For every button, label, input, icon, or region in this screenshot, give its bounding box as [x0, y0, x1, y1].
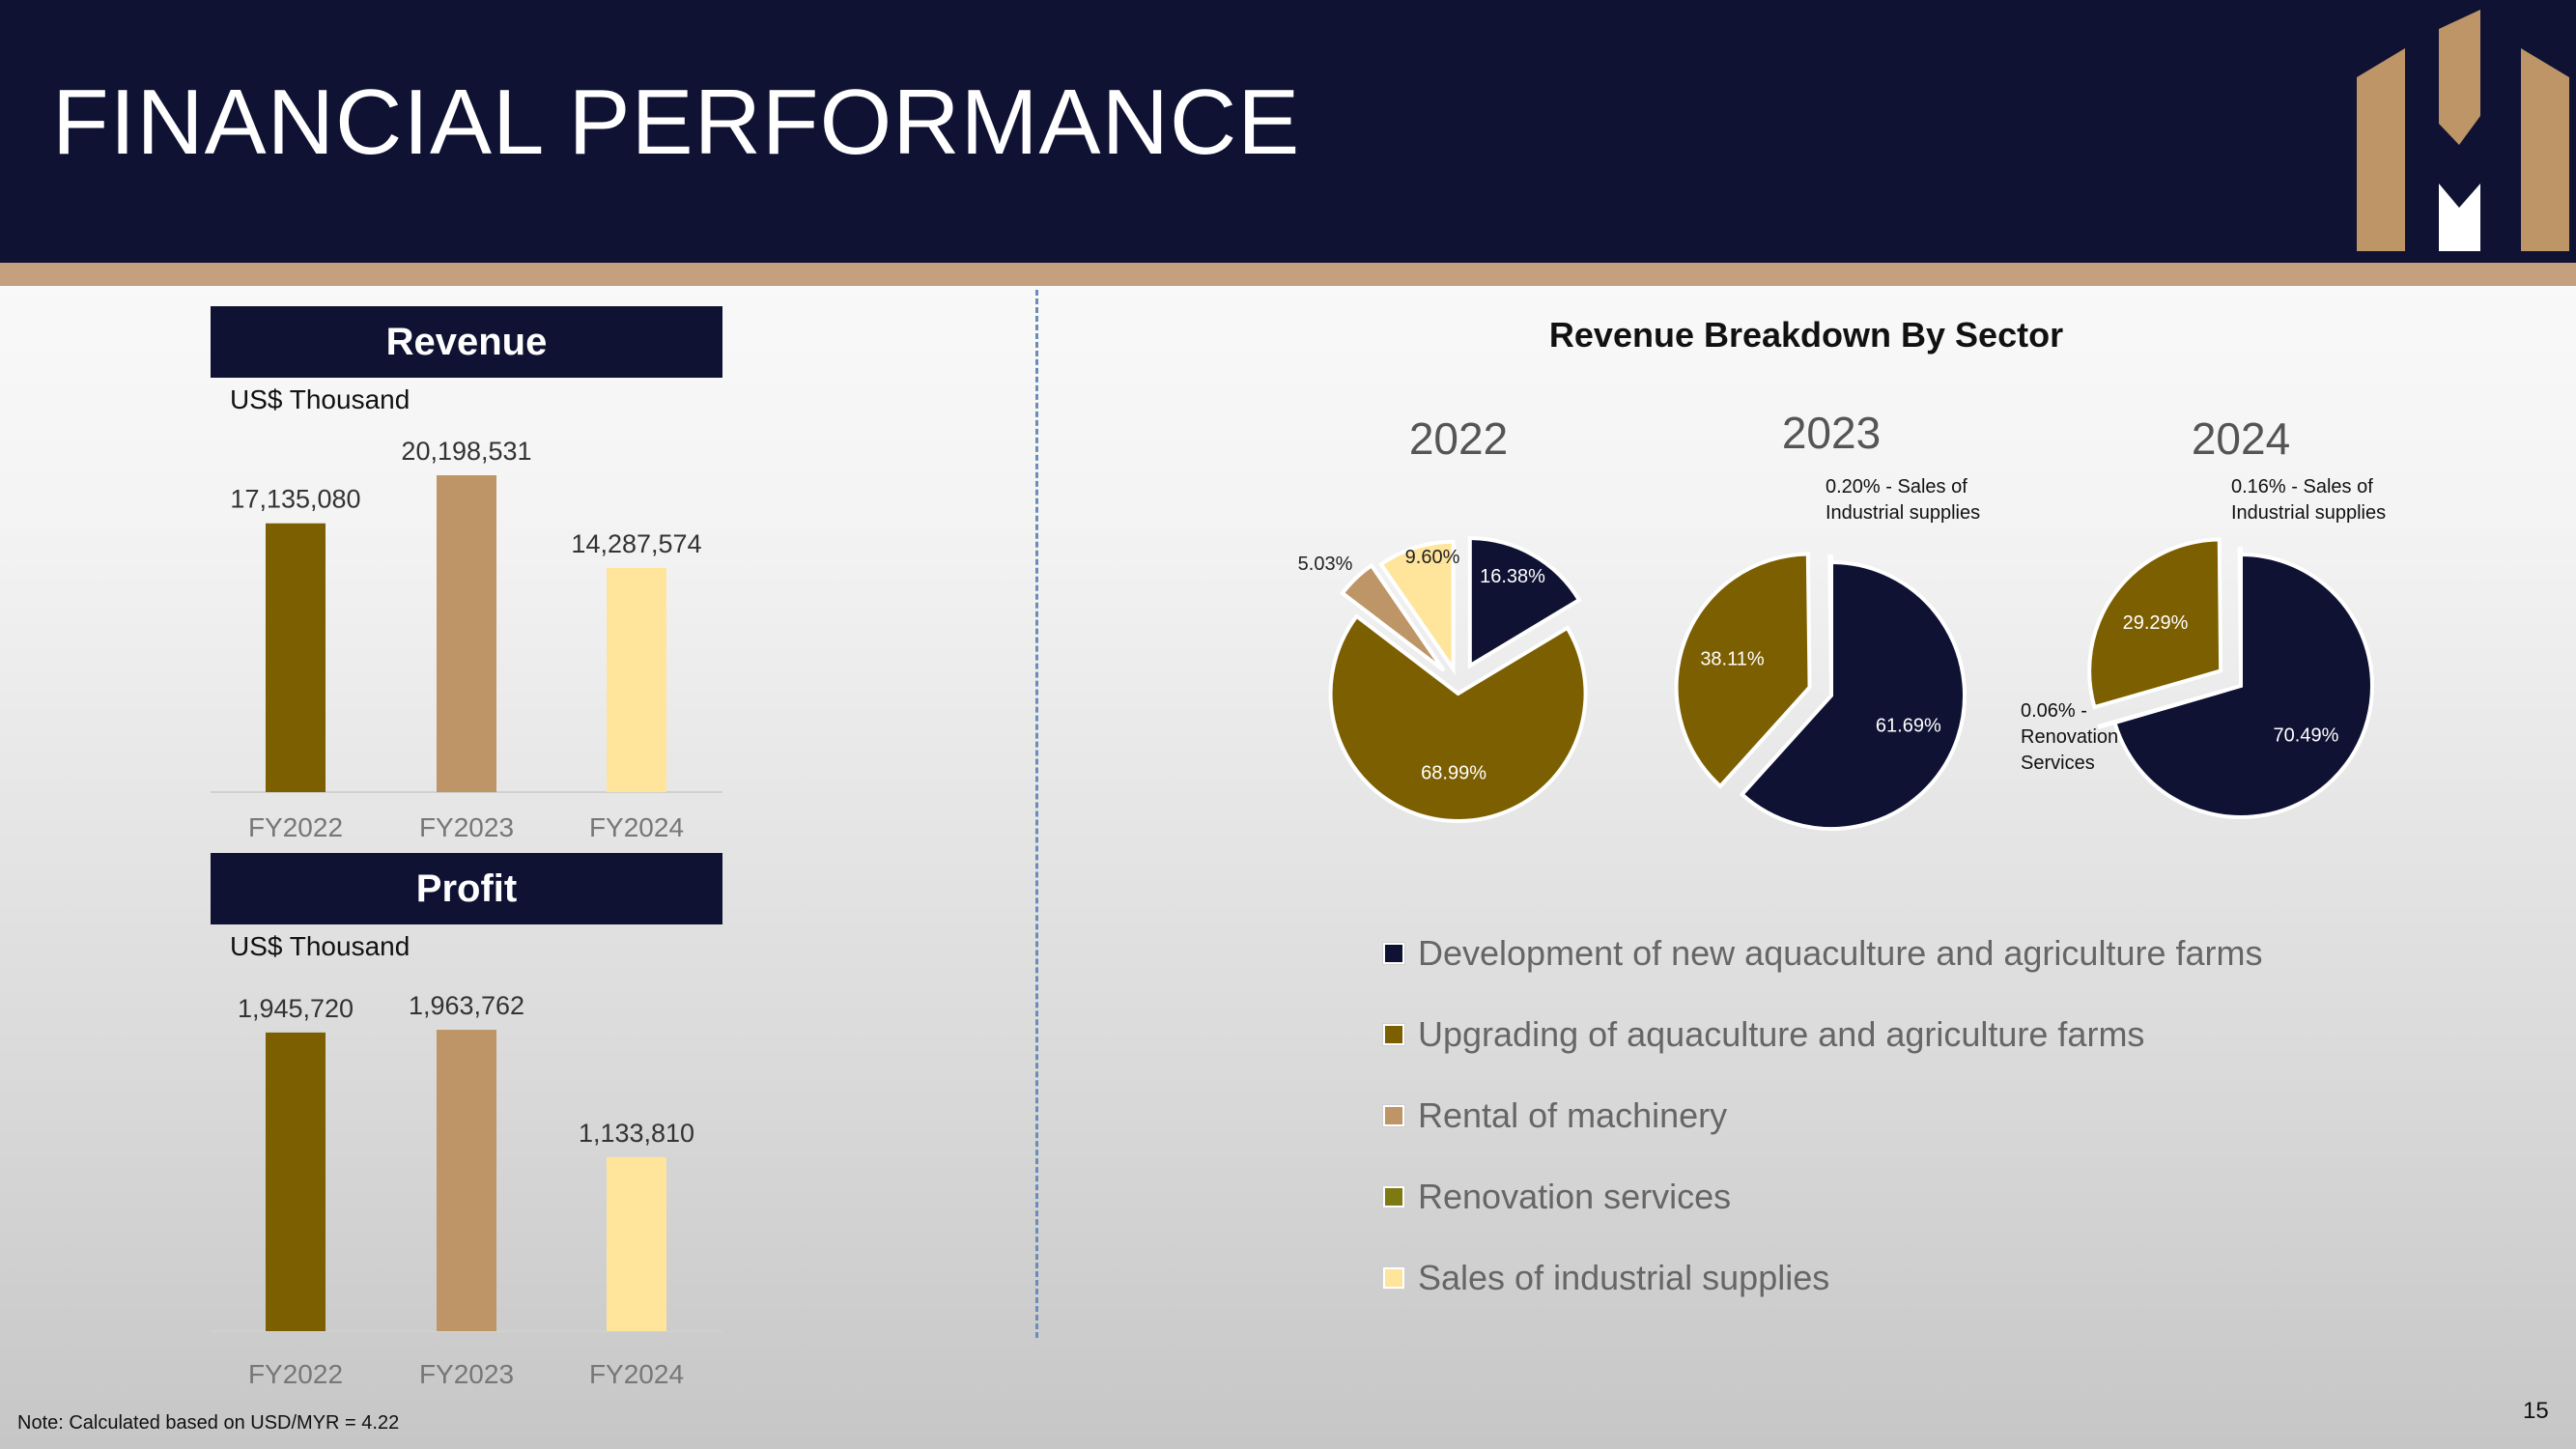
page-number: 15	[2523, 1398, 2549, 1424]
profit-data-label: 1,963,762	[409, 991, 524, 1020]
pie-2022-slice-label: 16.38%	[1480, 566, 1545, 587]
revenue-bar-chart: 17,135,080 FY2022 20,198,531 FY2023 14,287,5…	[211, 437, 722, 842]
pie-2024-slice	[2097, 688, 2227, 729]
page-title: FINANCIAL PERFORMANCE	[52, 71, 1301, 174]
pie-year-title: 2023	[1782, 408, 1881, 458]
pie-2022-slice	[1467, 536, 1582, 669]
revenue-bar-fy2024	[607, 567, 666, 792]
pie-2024-slice	[2087, 537, 2223, 710]
legend-label: Sales of industrial supplies	[1418, 1258, 1830, 1297]
profit-category-label: FY2024	[589, 1359, 684, 1389]
title-bar-accent-stripe	[0, 263, 2576, 286]
pie-2023-slice	[1674, 552, 1812, 789]
revenue-data-label: 14,287,574	[571, 529, 701, 558]
legend-label: Rental of machinery	[1418, 1095, 1728, 1135]
sector-legend: Development of new aquaculture and agric…	[1383, 913, 2262, 1319]
pie-2022-slice	[1340, 562, 1446, 672]
profit-category-label: FY2023	[419, 1359, 514, 1389]
legend-label: Renovation services	[1418, 1177, 1732, 1216]
title-bar	[0, 0, 2576, 263]
pie-2023-callout-label: 0.20% - Sales of Industrial supplies	[1826, 476, 1980, 524]
pie-2024-callout-label: 0.16% - Sales of Industrial supplies	[2231, 476, 2386, 524]
footnote: Note: Calculated based on USD/MYR = 4.22	[17, 1412, 400, 1434]
legend-label: Development of new aquaculture and agric…	[1418, 933, 2263, 973]
legend-item: Development of new aquaculture and agric…	[1383, 913, 2262, 994]
legend-label: Upgrading of aquaculture and agriculture…	[1418, 1014, 2145, 1054]
legend-item: Sales of industrial supplies	[1383, 1237, 2262, 1319]
profit-category-label: FY2022	[248, 1359, 343, 1389]
profit-bar-chart: 1,945,720 FY2022 1,963,762 FY2023 1,133,810 F…	[211, 991, 722, 1389]
pie-2023-slice	[1827, 554, 1833, 691]
pie-year-title: 2024	[2192, 413, 2290, 464]
pie-chart-title: Revenue Breakdown By Sector	[1548, 315, 2064, 355]
pie-2024-callout-label: 0.06% -Renovation Services	[2021, 700, 2118, 774]
profit-bar-fy2023	[437, 1030, 496, 1331]
revenue-header: Revenue	[211, 306, 722, 378]
pie-2024-slice-label: 29.29%	[2123, 612, 2189, 634]
revenue-category-label: FY2023	[419, 812, 514, 842]
pie-2022-slice	[1377, 539, 1456, 676]
profit-header: Profit	[211, 853, 722, 924]
pie-2023-slice	[1739, 559, 1967, 831]
pie-2024-slice	[2237, 546, 2243, 681]
legend-swatch	[1383, 1024, 1404, 1045]
pie-2023-slice-label: 38.11%	[1700, 648, 1765, 669]
revenue-data-label: 20,198,531	[401, 437, 531, 466]
revenue-data-label: 17,135,080	[230, 485, 360, 514]
pie-2022-slice-label: 5.03%	[1298, 554, 1353, 575]
pie-2022-slice-label: 68.99%	[1421, 763, 1486, 784]
profit-data-label: 1,133,810	[579, 1119, 694, 1148]
legend-item: Rental of machinery	[1383, 1075, 2262, 1156]
revenue-category-label: FY2024	[589, 812, 684, 842]
panel-divider	[1035, 290, 1038, 1338]
revenue-unit-label: US$ Thousand	[230, 384, 410, 414]
revenue-breakdown-pies: 2022 16.38% 68.99% 5.03% 9.60% 2023 61.69% 38.1…	[1298, 408, 2386, 831]
pie-year-title: 2022	[1409, 413, 1508, 464]
legend-swatch	[1383, 1267, 1404, 1289]
revenue-bar-fy2023	[437, 475, 496, 792]
profit-bar-fy2022	[266, 1032, 326, 1331]
pie-2022-slice	[1328, 613, 1588, 823]
legend-swatch	[1383, 943, 1404, 964]
profit-bar-fy2024	[607, 1156, 666, 1331]
legend-swatch	[1383, 1105, 1404, 1126]
revenue-category-label: FY2022	[248, 812, 343, 842]
profit-unit-label: US$ Thousand	[230, 931, 410, 961]
pie-2022-slice-label: 9.60%	[1405, 547, 1460, 568]
pie-2024-slice-label: 70.49%	[2274, 725, 2339, 747]
pie-2023-slice-label: 61.69%	[1876, 716, 1941, 737]
legend-item: Upgrading of aquaculture and agriculture…	[1383, 994, 2262, 1075]
legend-item: Renovation services	[1383, 1156, 2262, 1237]
pie-2024-slice	[2111, 552, 2374, 819]
legend-swatch	[1383, 1186, 1404, 1208]
profit-data-label: 1,945,720	[238, 994, 354, 1023]
revenue-bar-fy2022	[266, 523, 326, 792]
company-logo	[2357, 10, 2569, 251]
